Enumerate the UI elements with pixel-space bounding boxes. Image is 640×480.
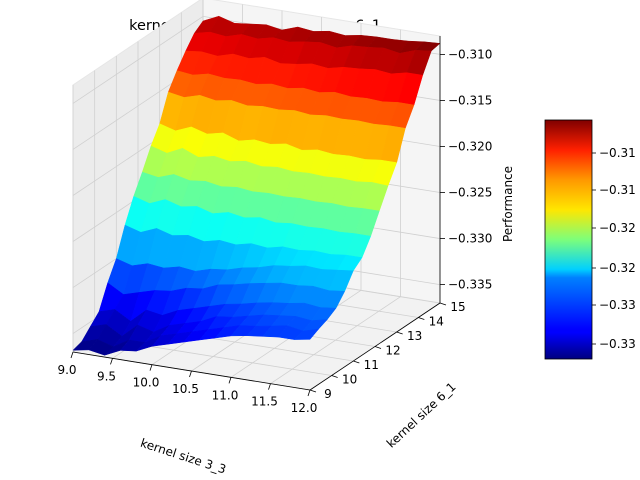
z-tick-label: −0.325 [448, 186, 492, 200]
x-tick-label: 9.5 [97, 369, 116, 383]
x-tick-mark [110, 358, 113, 365]
z-tick-label: −0.310 [448, 47, 492, 61]
colorbar-tick-label: −0.33 [599, 298, 636, 312]
x-tick-label: 12.0 [291, 401, 318, 415]
y-tick-label: 13 [407, 329, 422, 343]
colorbar-tick-label: −0.31 [599, 183, 636, 197]
y-tick-mark [353, 360, 360, 364]
y-tick-label: 12 [385, 344, 400, 358]
x-tick-label: 9.0 [57, 363, 76, 377]
colorbar-gradient [544, 119, 593, 360]
colorbar-tick-label: −0.31 [599, 146, 636, 160]
colorbar-tick-label: −0.33 [599, 337, 636, 351]
x-tick-label: 11.5 [251, 395, 278, 409]
y-tick-label: 15 [450, 300, 465, 314]
x-tick-mark [70, 351, 74, 359]
surface-mesh [72, 15, 441, 356]
x-tick-mark [268, 383, 271, 390]
axis-lines [70, 36, 447, 397]
z-tick-label: −0.320 [448, 140, 492, 154]
x-tick-mark [189, 370, 192, 378]
x-tick-label: 10.5 [172, 382, 199, 396]
colorbar: −0.31 −0.31 −0.32 −0.32 −0.33 −0.33 [544, 119, 636, 360]
surface-patch [293, 328, 320, 340]
x-tick-label: 10.0 [133, 376, 160, 390]
x-tick-mark [149, 364, 153, 371]
grid-line [72, 16, 204, 104]
x-tick-label: 11.0 [212, 388, 239, 402]
x-tick-mark [228, 377, 232, 384]
y-tick-mark [331, 375, 338, 378]
colorbar-tick-label: −0.32 [599, 221, 636, 235]
y-tick-mark [396, 331, 403, 335]
tick-labels: 9.0 9.5 10.0 10.5 11.0 11.5 12.0 9 10 11 12 13 14 15 −… [57, 47, 492, 415]
y-tick-mark [418, 317, 425, 320]
y-tick-mark [309, 389, 317, 393]
y-axis-label: kernel size 6_1 [384, 380, 459, 451]
colorbar-tick-label: −0.32 [599, 261, 636, 275]
z-tick-label: −0.330 [448, 232, 492, 246]
z-tick-label: −0.315 [448, 93, 492, 107]
y-tick-label: 9 [324, 387, 332, 401]
y-tick-label: 11 [364, 358, 379, 372]
y-tick-mark [374, 346, 382, 349]
z-axis-label: Performance [501, 166, 515, 242]
y-tick-label: 10 [342, 373, 357, 387]
x-tick-mark [307, 389, 311, 397]
x-axis-label: kernel size 3_3 [139, 436, 228, 477]
y-tick-mark [439, 302, 447, 306]
z-tick-label: −0.335 [448, 278, 492, 292]
y-tick-label: 14 [429, 315, 444, 329]
